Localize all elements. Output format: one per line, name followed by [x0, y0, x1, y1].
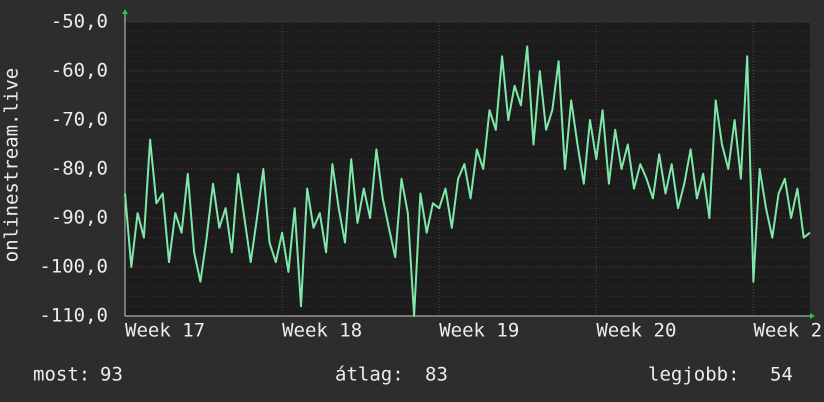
x-tick-label: Week 19: [439, 320, 519, 342]
x-tick-label: Week 18: [282, 320, 362, 342]
stat-label: legjobb:: [648, 364, 740, 386]
data-line: [124, 45, 811, 317]
arrow: [122, 9, 128, 14]
stat-value: 54: [770, 364, 793, 386]
x-tick-label: Week 20: [596, 320, 676, 342]
y-tick-label: -110,0: [39, 305, 108, 327]
stat-value: 93: [100, 364, 123, 386]
y-tick-label: -70,0: [51, 109, 108, 131]
x-tick-label: Week 17: [125, 320, 205, 342]
x-tick-label: Week 21: [753, 320, 824, 342]
y-tick-label: -80,0: [51, 158, 108, 180]
y-axis-title: onlinestream.live: [1, 68, 23, 262]
stat-label: most:: [33, 364, 90, 386]
stat-label: átlag:: [335, 364, 404, 386]
y-tick-label: -60,0: [51, 60, 108, 82]
stat-value: 83: [425, 364, 448, 386]
y-tick-label: -100,0: [39, 256, 108, 278]
arrow: [810, 313, 815, 319]
y-tick-label: -50,0: [51, 11, 108, 33]
y-tick-label: -90,0: [51, 207, 108, 229]
